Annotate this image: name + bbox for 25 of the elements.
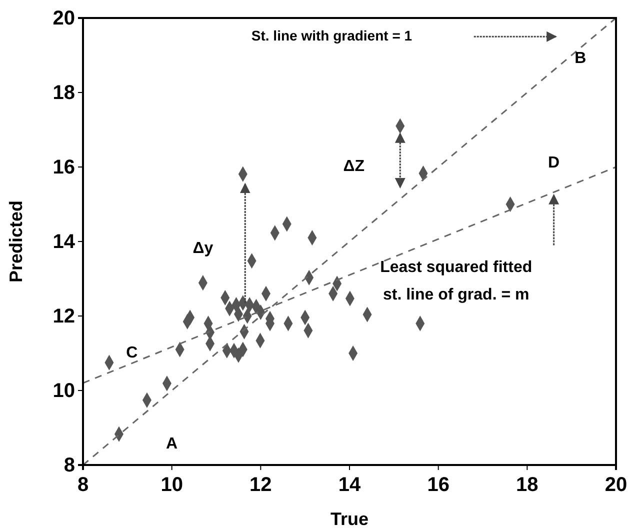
- x-axis-title: True: [330, 509, 369, 529]
- annotation: ΔZ: [343, 158, 365, 176]
- x-tick-label: 10: [160, 474, 183, 496]
- annotation: Least squared fitted: [380, 258, 532, 276]
- y-tick-label: 18: [52, 82, 75, 104]
- x-tick-label: 16: [427, 474, 450, 496]
- y-tick-label: 12: [52, 305, 75, 328]
- y-tick-label: 10: [52, 380, 75, 402]
- x-tick-label: 18: [516, 474, 538, 496]
- y-tick-label: 16: [52, 156, 75, 178]
- annotation: B: [574, 50, 586, 68]
- annotation: st. line of grad. = m: [382, 286, 530, 304]
- y-tick-label: 14: [52, 230, 76, 253]
- x-tick-label: 14: [338, 474, 362, 496]
- x-tick-label: 12: [250, 474, 272, 496]
- x-tick-label: 8: [77, 474, 89, 496]
- annotation: D: [548, 154, 560, 172]
- annotation: Δy: [192, 240, 214, 258]
- y-tick-label: 8: [64, 454, 75, 476]
- y-tick-label: 20: [52, 7, 75, 30]
- y-axis-title: Predicted: [6, 200, 26, 283]
- x-tick-label: 20: [604, 474, 628, 496]
- annotation: A: [166, 436, 178, 453]
- annotation: C: [126, 344, 138, 362]
- annotation: St. line with gradient = 1: [251, 27, 412, 44]
